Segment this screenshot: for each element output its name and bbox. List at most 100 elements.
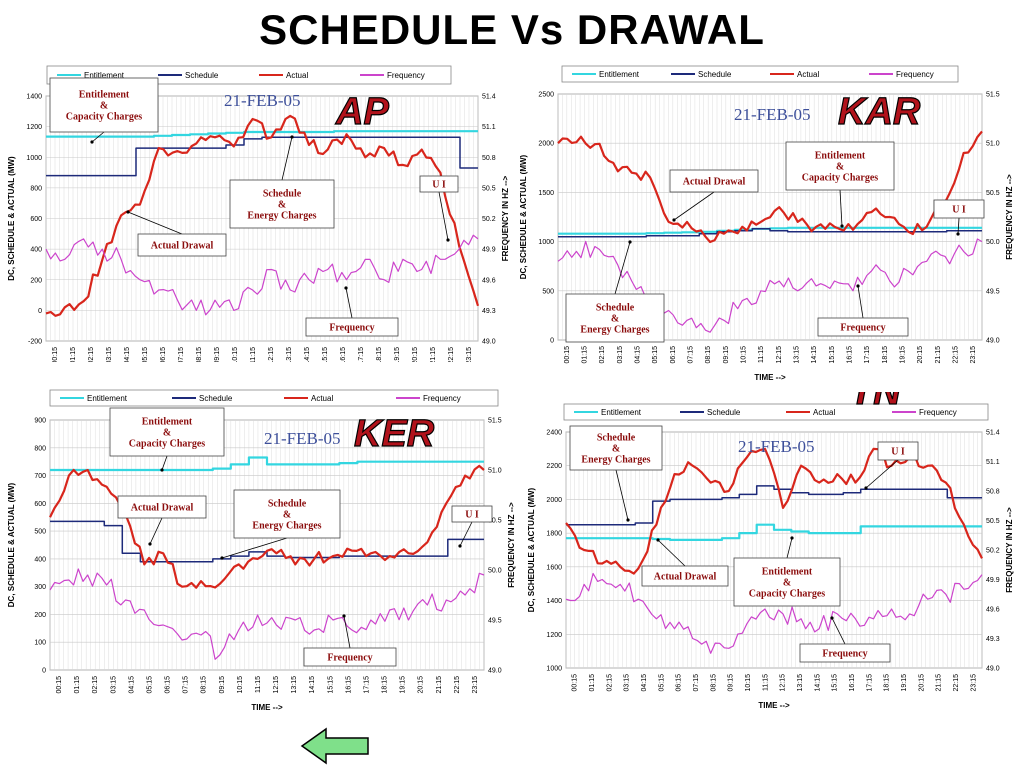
x-tick-label: 03:15 [617, 346, 624, 364]
annotation-text: Actual Drawal [683, 177, 746, 188]
x-tick-label: 06:15 [670, 346, 677, 364]
x-tick-label: 01:15 [582, 346, 589, 364]
chart-date: 21-FEB-05 [224, 91, 301, 110]
x-tick-label: 09:15 [219, 676, 226, 694]
y-tick-label: 400 [34, 556, 46, 563]
y2-tick-label: 49.5 [488, 618, 502, 625]
series-line-frequency [557, 238, 983, 333]
series-line-schedule [558, 228, 982, 238]
annotation-text: & [612, 444, 620, 455]
region-label: TN [850, 392, 902, 413]
chart-date: 21-FEB-05 [264, 429, 341, 448]
annotation-text: Entitlement [815, 151, 866, 162]
left-arrow-icon[interactable] [300, 727, 370, 765]
y2-tick-label: 49.0 [482, 339, 496, 346]
annotation-text: Entitlement [142, 417, 193, 428]
x-tick-label: 09:15 [214, 347, 221, 362]
annotation-box [137, 233, 227, 257]
annotation-box [733, 557, 841, 607]
y-tick-label: 200 [30, 277, 42, 284]
annotation-arrow [127, 211, 183, 235]
y-tick-label: 300 [34, 584, 46, 591]
page-title: SCHEDULE Vs DRAWAL [259, 6, 765, 53]
x-tick-label: 07:15 [688, 346, 695, 364]
annotation-text: Entitlement [79, 90, 130, 101]
y2-tick-label: 50.8 [482, 155, 496, 162]
y-tick-label: 0 [42, 668, 46, 675]
legend-label-entitlement: Entitlement [601, 408, 642, 417]
y2-tick-label: 51.0 [986, 141, 1000, 148]
x-tick-label: 17:15 [864, 346, 871, 364]
y2-tick-label: 49.5 [986, 288, 1000, 295]
x-tick-label: 19:15 [400, 676, 407, 694]
annotation-arrowhead [220, 556, 224, 560]
x-tick-label: 10:15 [745, 674, 752, 692]
annotation-box [303, 647, 397, 667]
annotation-box [305, 317, 399, 337]
y2-axis-title: FREQUENCY IN HZ --> [501, 175, 510, 261]
x-tick-label: 08:15 [710, 674, 717, 692]
y2-tick-label: 49.6 [986, 607, 1000, 614]
y-tick-label: 1200 [546, 632, 562, 639]
legend [561, 65, 959, 83]
annotation-text: Energy Charges [581, 455, 650, 466]
x-axis-title: TIME --> [758, 701, 790, 710]
y-tick-label: 1400 [546, 598, 562, 605]
x-tick-label: 17:15 [363, 676, 370, 694]
y2-tick-label: 50.5 [986, 518, 1000, 525]
x-tick-label: 09:15 [723, 346, 730, 364]
y-tick-label: 2500 [538, 92, 554, 99]
y2-tick-label: 50.5 [986, 190, 1000, 197]
y2-tick-label: 49.3 [986, 636, 1000, 643]
annotation-arrow [345, 287, 353, 319]
annotation-text: Capacity Charges [66, 112, 142, 123]
annotation-box [569, 425, 663, 471]
x-tick-label: 00:15 [52, 347, 59, 362]
x-tick-label: 21:15 [935, 346, 942, 364]
x-tick-label: 19:15 [901, 674, 908, 692]
x-tick-label: 18:15 [884, 674, 891, 692]
x-tick-label: 00:15 [572, 674, 579, 692]
y-tick-label: 1400 [26, 94, 42, 101]
annotation-text: Energy Charges [580, 325, 649, 336]
y-tick-label: 0 [38, 308, 42, 315]
x-tick-label: 17:15 [866, 674, 873, 692]
y2-tick-label: 50.5 [488, 518, 502, 525]
y-tick-label: 2000 [546, 497, 562, 504]
x-tick-label: 15:15 [829, 346, 836, 364]
y-tick-label: 800 [30, 185, 42, 192]
annotation-box [785, 141, 895, 191]
y2-axis-title: FREQUENCY IN HZ --> [1005, 174, 1014, 260]
x-tick-label: 00:15 [56, 676, 63, 694]
x-tick-label: 18:15 [376, 347, 383, 362]
y2-tick-label: 49.6 [482, 277, 496, 284]
x-tick-label: 14:15 [309, 676, 316, 694]
annotation-box [641, 565, 729, 587]
y2-tick-label: 50.0 [986, 239, 1000, 246]
y2-tick-label: 49.3 [482, 308, 496, 315]
annotation-box [933, 199, 985, 219]
x-tick-label: 01:15 [70, 347, 77, 362]
chart-kar: 0 500 1000 1500 2000 2500 49.0 49.5 50.0 50.5 51.0… [519, 65, 1014, 382]
annotation-arrowhead [148, 542, 152, 546]
x-axis-title: TIME --> [754, 373, 786, 382]
annotation-text: Energy Charges [252, 521, 321, 532]
series-line-frequency [49, 568, 485, 660]
legend-label-schedule: Schedule [199, 394, 233, 403]
annotation-box [109, 407, 225, 457]
x-tick-label: 20:15 [412, 347, 419, 362]
legend-label-schedule: Schedule [185, 71, 219, 80]
x-tick-label: 07:15 [183, 676, 190, 694]
x-tick-label: 23:15 [472, 676, 479, 694]
x-tick-label: 12:15 [780, 674, 787, 692]
x-tick-label: 11:15 [762, 674, 769, 691]
y-tick-label: 2000 [538, 141, 554, 148]
annotation-text: Frequency [822, 649, 867, 660]
annotation-text: Frequency [329, 323, 374, 334]
x-tick-label: 02:15 [88, 347, 95, 362]
x-tick-label: 20:15 [418, 676, 425, 694]
x-tick-label: 18:15 [382, 676, 389, 694]
annotation-arrowhead [830, 616, 834, 620]
y-tick-label: 1800 [546, 531, 562, 538]
annotation-arrow [161, 455, 168, 471]
